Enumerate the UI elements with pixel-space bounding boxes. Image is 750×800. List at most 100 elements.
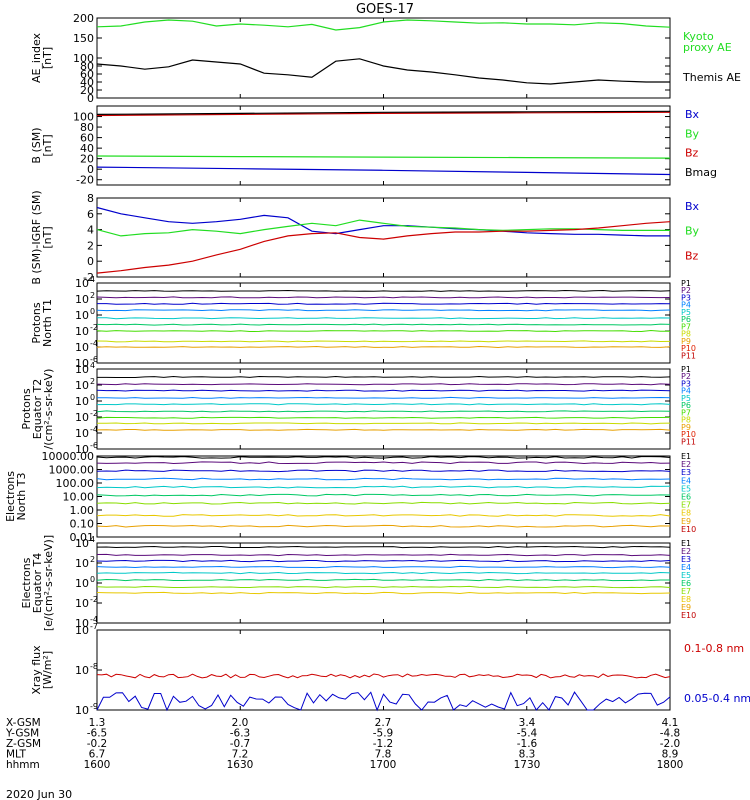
y-tick-label: 20 — [80, 153, 94, 166]
y-tick-label: 60 — [80, 132, 94, 145]
legend-entry: E8 — [681, 509, 691, 518]
legend-entry: E8 — [681, 595, 691, 604]
legend-entry: P1 — [681, 365, 691, 374]
series-by — [96, 219, 670, 237]
channel-line — [96, 469, 671, 473]
x-axis-value: 2.7 — [375, 717, 392, 729]
channel-line — [96, 317, 671, 320]
y-tick-exponent: -4 — [90, 615, 98, 624]
y-axis-label: /(cm²-s-sr-keV) — [42, 369, 55, 450]
y-axis-label: AE_index — [30, 32, 43, 83]
channel-line — [96, 501, 671, 505]
x-axis-value: 2.0 — [232, 717, 249, 729]
x-axis-row-label: hhmm — [6, 759, 40, 771]
y-tick-label: 100 — [73, 52, 94, 65]
y-tick-label: 80 — [80, 121, 94, 134]
plot-title: GOES-17 — [356, 2, 414, 17]
legend-entry: P7 — [681, 322, 691, 331]
y-axis-label: B (SM)-IGRF (SM) — [30, 190, 43, 284]
series-kyoto-proxy-ae — [96, 19, 671, 31]
legend-entry: E9 — [681, 517, 691, 526]
x-axis-value: 1700 — [370, 759, 397, 771]
y-axis-label: [nT] — [41, 226, 54, 248]
x-axis-value: -5.4 — [517, 728, 538, 740]
y-tick-label: 0 — [87, 92, 94, 105]
channel-line — [96, 345, 671, 349]
y-tick-exponent: 2 — [90, 291, 95, 300]
y-tick-label: 10 — [75, 704, 89, 717]
series-xray — [96, 691, 671, 712]
legend-entry: P3 — [681, 379, 691, 388]
legend-entry: E10 — [681, 525, 696, 534]
y-tick-exponent: -4 — [90, 425, 98, 434]
panel-frame — [96, 282, 671, 364]
series-bmag — [96, 110, 671, 115]
legend-entry: E10 — [681, 611, 696, 620]
legend-entry: Bx — [685, 200, 700, 213]
series-xray — [96, 673, 671, 679]
y-tick-label: 10 — [75, 341, 89, 354]
channel-line — [96, 585, 671, 589]
legend-entry: E3 — [681, 555, 691, 564]
x-axis-value: 3.4 — [519, 717, 536, 729]
y-tick-label: 0 — [87, 163, 94, 176]
legend-entry: P6 — [681, 315, 691, 324]
series-themis-ae — [96, 58, 670, 85]
x-axis-row-label: Y-GSM — [5, 728, 39, 740]
panel-bdiff: -2 0 2 4 6 8 B (SM)-IGRF (SM)[nT] Bx By Bz — [30, 190, 700, 284]
y-tick-label: 10 — [75, 395, 89, 408]
y-tick-exponent: 2 — [90, 377, 95, 386]
series-bx — [96, 206, 670, 237]
legend-entry: E1 — [681, 452, 691, 461]
y-tick-exponent: -6 — [90, 355, 98, 364]
channel-line — [96, 403, 671, 406]
legend-entry: P7 — [681, 408, 691, 417]
legend-entry: P6 — [681, 401, 691, 410]
y-axis-label: Protons — [20, 388, 33, 429]
y-tick-label: 6 — [87, 208, 94, 221]
y-tick-exponent: 0 — [90, 575, 95, 584]
y-tick-label: 10 — [75, 379, 89, 392]
y-tick-label: 10 — [75, 443, 89, 456]
date-label: 2020 Jun 30 — [6, 788, 72, 800]
series-bz — [96, 221, 671, 274]
y-tick-label: 10 — [75, 325, 89, 338]
y-axis-label: [nT] — [41, 47, 54, 69]
channel-line — [96, 545, 671, 549]
channel-line — [96, 514, 671, 517]
y-axis-label: Xray flux — [30, 645, 43, 695]
legend-entry: P8 — [681, 330, 691, 339]
y-tick-exponent: 2 — [90, 555, 95, 564]
legend-entry: Themis AE — [682, 71, 741, 84]
panel-data — [96, 19, 671, 85]
y-tick-label: 10 — [75, 427, 89, 440]
legend-entry: Bx — [685, 108, 700, 121]
y-tick-label: 40 — [80, 76, 94, 89]
x-axis-value: 1600 — [84, 759, 111, 771]
y-tick-label: 10 — [75, 624, 89, 637]
channel-line — [97, 375, 671, 378]
panel-data — [96, 289, 671, 349]
channel-line — [96, 559, 671, 563]
y-tick-label: 4 — [87, 224, 94, 237]
x-axis-value: 8.9 — [662, 749, 679, 761]
panel-stack: 020406080100150200AE_index[nT]Kyotoproxy… — [4, 12, 750, 717]
x-axis-value: -6.5 — [87, 728, 108, 740]
y-tick-label: 10 — [75, 557, 89, 570]
series-bx — [96, 166, 671, 176]
legend-entry: E5 — [681, 484, 691, 493]
legend-entry: P4 — [681, 301, 691, 310]
legend-entry: E7 — [681, 501, 691, 510]
panel-data — [96, 673, 671, 712]
x-axis-row-label: MLT — [6, 749, 26, 761]
y-tick-exponent: -6 — [90, 441, 98, 450]
panel-data — [96, 206, 671, 274]
legend-entry: Bz — [685, 147, 699, 160]
y-tick-label: 60 — [80, 68, 94, 81]
y-axis-label: North T3 — [15, 473, 28, 521]
